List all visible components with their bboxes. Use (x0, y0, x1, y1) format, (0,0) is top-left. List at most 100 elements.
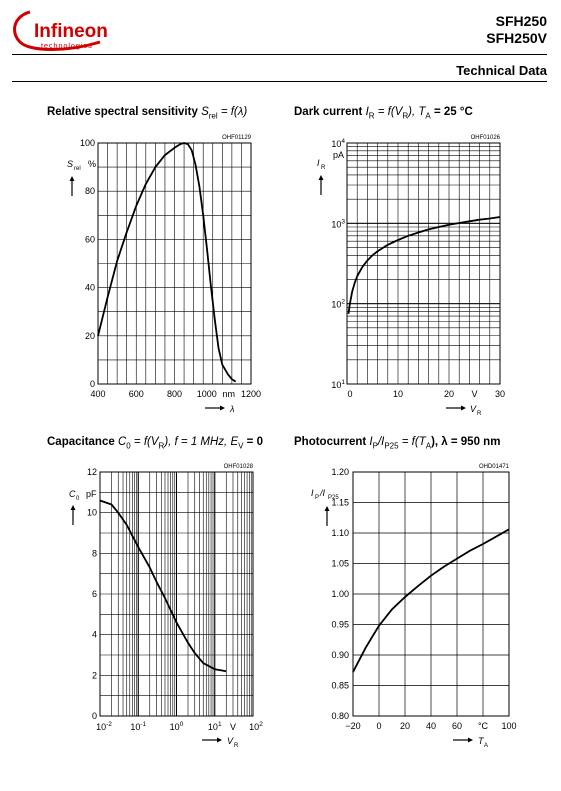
dark-chart-title: Dark current IR = f(VR), TA = 25 °C (294, 106, 473, 121)
cap-x-tick-label: 101 (208, 721, 222, 732)
spectral-x-tick-label: 1000 (197, 389, 217, 399)
part-number-2: SFH250V (486, 30, 547, 46)
spectral-y-tick-label: 100 (80, 138, 95, 148)
spectral-y-symbol: S (67, 159, 73, 169)
spectral-y-tick-label: 20 (85, 331, 95, 341)
photo-y-sub2: P25 (328, 495, 339, 501)
dark-x-tick-label: 0 (347, 389, 352, 399)
dark-x-arrow-head (461, 405, 466, 411)
dark-x-tick-label: 10 (393, 389, 403, 399)
cap-x-unit: V (230, 722, 236, 732)
photo-y-tick-label: 1.15 (331, 498, 349, 508)
cap-x-tick-label: 100 (170, 721, 184, 732)
spectral-x-tick-label: 400 (90, 389, 105, 399)
photo-x-symbol: T (478, 736, 485, 746)
spectral-x-symbol: λ (229, 404, 234, 414)
spectral-y-unit: % (88, 159, 96, 169)
dark-x-tick-label: 30 (495, 389, 505, 399)
dark-y-arrow-head (318, 175, 324, 180)
photo-y-tick-label: 1.20 (331, 467, 349, 477)
spectral-x-arrow-head (220, 405, 225, 411)
photo-y-tick-label: 0.80 (331, 711, 349, 721)
spectral-y-arrow-head (69, 176, 75, 181)
photo-y-tick-label: 1.10 (331, 528, 349, 538)
logo-brand: Infineon (34, 21, 108, 42)
spectral-x-unit: nm (222, 389, 235, 399)
dark-y-tick-label: 104 (331, 138, 345, 149)
photo-y-tick-label: 0.85 (331, 681, 349, 691)
cap-y-unit: pF (86, 489, 97, 499)
cap-y-tick-label: 12 (87, 467, 97, 477)
cap-x-sub: R (234, 743, 239, 749)
spectral-frame (97, 142, 252, 385)
cap-code: OHF01028 (224, 464, 254, 470)
photo-y-tick-label: 0.95 (331, 620, 349, 630)
dark-curve (347, 216, 501, 314)
cap-y-tick-label: 6 (92, 589, 97, 599)
photo-x-tick-label: 40 (426, 721, 436, 731)
photocurrent-chart-title: Photocurrent IP/IP25 = f(TA), λ = 950 nm (294, 436, 501, 451)
spectral-y-sub: rel (74, 166, 81, 172)
dark-frame (346, 142, 501, 385)
dark-y-sub: R (321, 165, 326, 171)
cap-x-tick-label: 10-1 (130, 721, 146, 732)
dark-y-tick-label: 101 (331, 379, 345, 390)
cap-y-tick-label: 0 (92, 711, 97, 721)
dark-y-unit: pA (333, 150, 344, 160)
photo-code: OHD01471 (479, 464, 510, 470)
spectral-curve (97, 142, 237, 383)
cap-x-symbol: V (227, 736, 234, 746)
spectral-chart-title: Relative spectral sensitivity Srel = f(λ… (47, 106, 248, 121)
logo-tagline: technologies (41, 41, 93, 50)
photo-x-tick-label: 60 (452, 721, 462, 731)
photo-y-symbol2: /I (319, 488, 326, 498)
photo-x-tick-label: 100 (501, 721, 516, 731)
photo-y-symbol: I (311, 488, 314, 498)
cap-x-tick-label: 102 (249, 721, 263, 732)
spectral-x-tick-label: 1200 (241, 389, 261, 399)
dark-y-symbol: I (317, 158, 320, 168)
photo-frame (352, 471, 510, 717)
cap-x-tick-label: 10-2 (96, 721, 112, 732)
dark-x-unit: V (471, 389, 477, 399)
cap-curve (99, 499, 227, 673)
photo-x-tick-label: 20 (400, 721, 410, 731)
photo-y-tick-label: 0.90 (331, 650, 349, 660)
cap-y-tick-label: 8 (92, 548, 97, 558)
dark-x-sub: R (477, 411, 482, 417)
section-title: Technical Data (456, 63, 547, 78)
spectral-x-tick-label: 600 (129, 389, 144, 399)
cap-x-arrow-head (217, 737, 222, 743)
cap-frame (99, 471, 254, 717)
photo-x-tick-label: −20 (345, 721, 360, 731)
photo-x-sub: A (484, 743, 488, 749)
logo-swoosh-icon (13, 10, 101, 51)
header-rule (12, 54, 547, 55)
part-number-1: SFH250 (495, 13, 547, 29)
dark-y-tick-label: 103 (331, 218, 345, 229)
capacitance-chart-title: Capacitance C0 = f(VR), f = 1 MHz, EV = … (47, 436, 263, 451)
spectral-code: OHF01129 (222, 135, 252, 141)
spectral-y-tick-label: 80 (85, 186, 95, 196)
photo-x-unit: °C (478, 721, 489, 731)
spectral-y-tick-label: 40 (85, 283, 95, 293)
spectral-x-tick-label: 800 (167, 389, 182, 399)
photo-y-tick-label: 1.00 (331, 589, 349, 599)
section-rule (12, 81, 547, 82)
photo-x-arrow-head (468, 737, 473, 743)
photo-curve (352, 528, 510, 673)
cap-y-tick-label: 10 (87, 508, 97, 518)
dark-y-tick-label: 102 (331, 299, 345, 310)
cap-y-sub: 0 (76, 496, 80, 502)
photo-y-arrow-head (324, 506, 330, 511)
spectral-y-tick-label: 0 (90, 379, 95, 389)
spectral-y-tick-label: 60 (85, 234, 95, 244)
photo-y-sub: P (315, 495, 319, 501)
cap-y-symbol: C (69, 489, 76, 499)
dark-x-symbol: V (470, 404, 477, 414)
photo-y-tick-label: 1.05 (331, 559, 349, 569)
infineon-logo: Infineon technologies (8, 6, 112, 54)
cap-y-tick-label: 4 (92, 630, 97, 640)
cap-y-arrow-head (70, 505, 76, 510)
